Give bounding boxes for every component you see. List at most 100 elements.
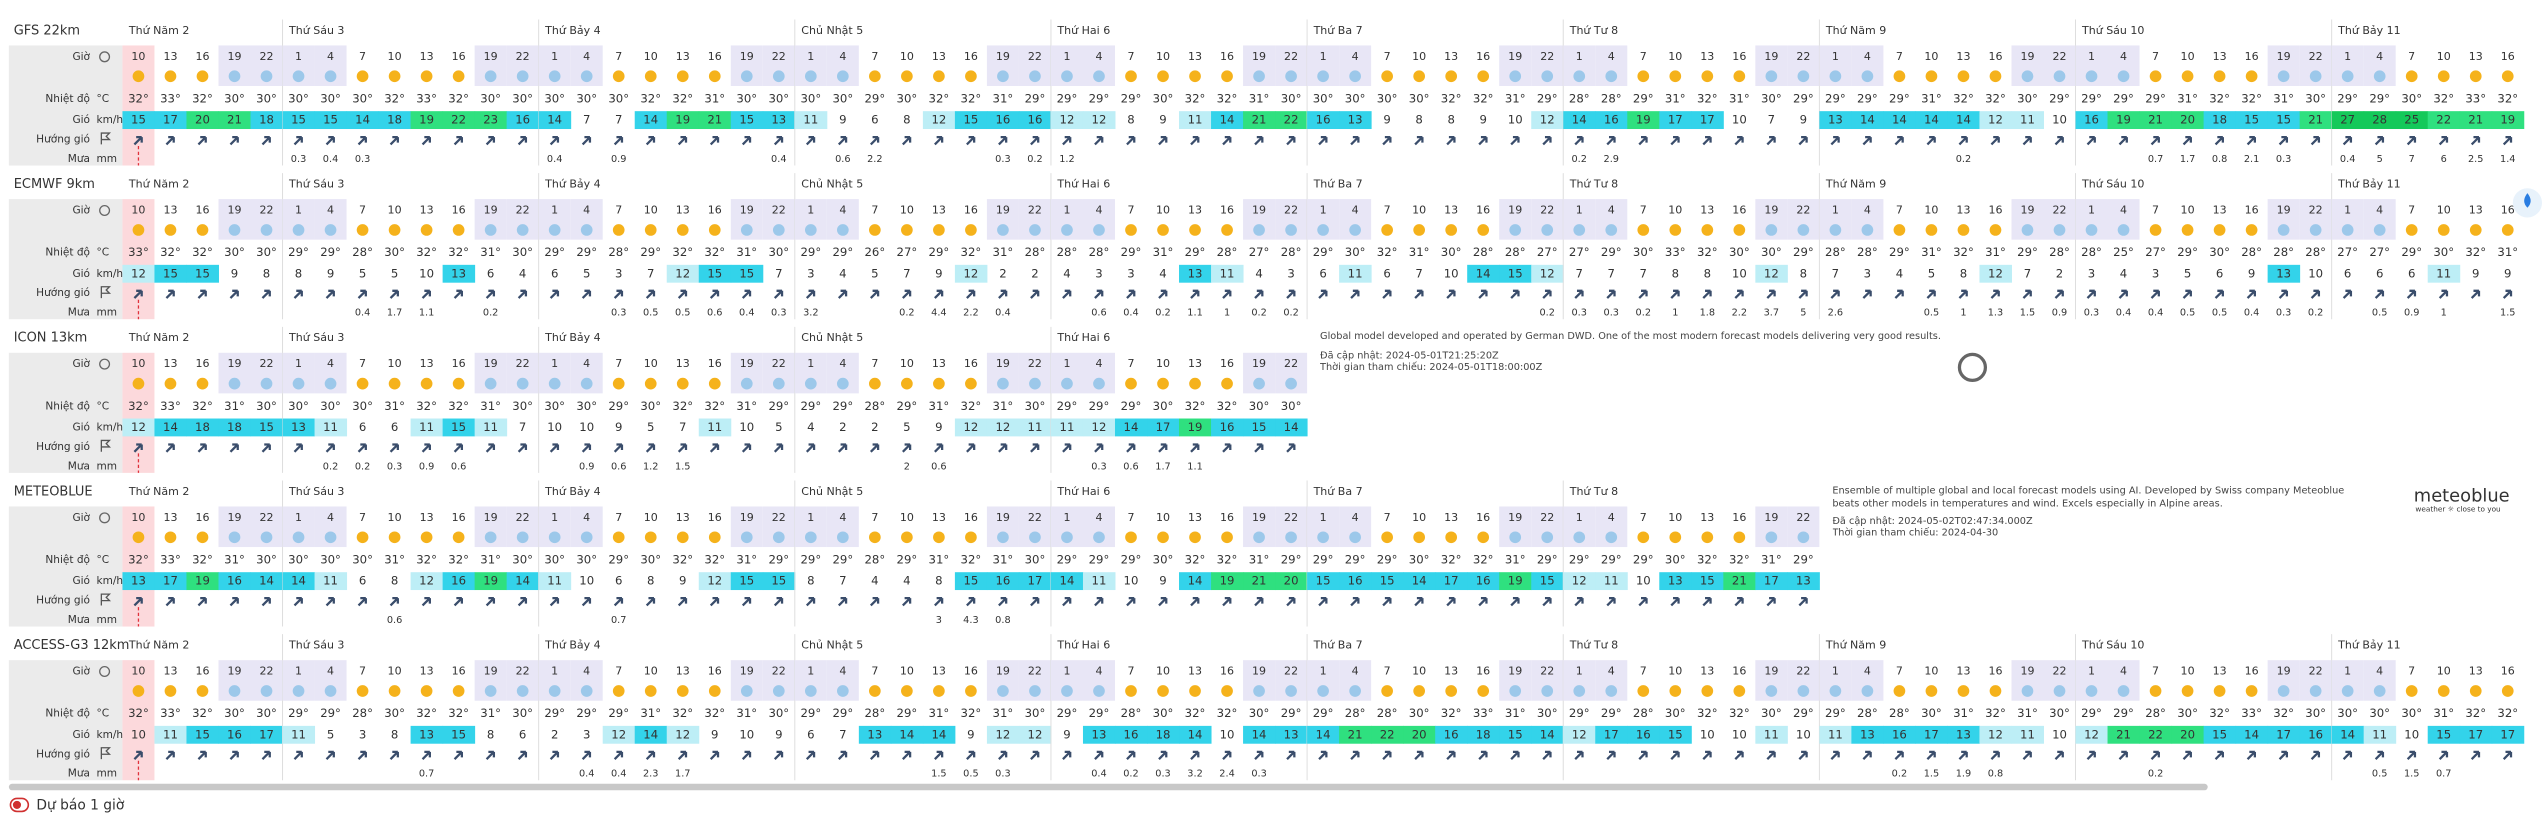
- wind-speed: 9: [327, 266, 334, 280]
- wind-speed: 13: [291, 420, 306, 434]
- temperature: 30°: [768, 706, 789, 720]
- wind-speed: 11: [1348, 266, 1363, 280]
- temperature: 33°: [160, 706, 181, 720]
- moon-icon: [260, 531, 273, 544]
- moon-icon: [1765, 685, 1778, 697]
- hour: 13: [1956, 50, 1970, 63]
- wind-cell: [954, 572, 988, 591]
- wind-arrow: [1382, 135, 1392, 146]
- hour: 22: [516, 665, 530, 678]
- wind-arrow: [2278, 135, 2289, 146]
- moon-icon: [1061, 685, 1073, 697]
- wind-cell: [154, 111, 187, 130]
- temperature: 32°: [1441, 553, 1462, 567]
- wind-arrow: [1670, 289, 1680, 299]
- wind-speed: 3: [359, 727, 366, 741]
- sun-icon: [2149, 224, 2162, 236]
- temperature: 30°: [256, 91, 277, 105]
- temperature: 28°: [1857, 245, 1878, 259]
- flag-icon: [100, 747, 112, 760]
- wind-speed: 12: [963, 266, 978, 280]
- wind-cell: [1179, 264, 1212, 283]
- moon-icon: [1829, 685, 1842, 697]
- wind-speed: 17: [163, 113, 178, 127]
- wind-speed: 8: [1127, 113, 1134, 127]
- sun-icon: [933, 377, 945, 390]
- moon-icon: [1509, 70, 1522, 83]
- wind-cell: [1851, 111, 1884, 130]
- wind-arrow: [229, 597, 239, 607]
- wind-arrow: [1158, 750, 1168, 760]
- wind-speed: 4: [1159, 266, 1166, 280]
- temperature: 27°: [2369, 245, 2390, 259]
- hour: 19: [1252, 203, 1266, 216]
- temperature: 30°: [2401, 706, 2422, 720]
- wind-speed: 11: [1028, 420, 1043, 434]
- temperature: 28°: [2049, 245, 2070, 259]
- hour: 13: [2469, 50, 2483, 63]
- wind-speed: 11: [1188, 113, 1203, 127]
- wind-arrow: [1126, 750, 1136, 760]
- wind-speed: 15: [1668, 727, 1683, 741]
- temperature: 28°: [1889, 706, 1910, 720]
- wind-arrow: [2054, 750, 2064, 760]
- moon-icon: [1285, 531, 1297, 544]
- hour: 22: [772, 203, 786, 216]
- moon-icon: [1861, 224, 1874, 236]
- rain: 2.2: [963, 308, 978, 319]
- wind-arrow: [1510, 750, 1520, 760]
- wind-arrow: [1158, 597, 1168, 607]
- hour: 19: [484, 357, 498, 370]
- wind-arrow: [1766, 135, 1776, 146]
- wind-cell: [1082, 111, 1116, 130]
- moon-icon: [2309, 685, 2322, 697]
- temperature: 28°: [865, 706, 886, 720]
- rain: 0.4: [355, 308, 370, 319]
- hour: 16: [1220, 665, 1234, 678]
- temperature: 31°: [993, 706, 1014, 720]
- info-text: Global model developed and operated by G…: [1320, 332, 1969, 375]
- wind-arrow: [1030, 443, 1040, 453]
- wind-arrow: [357, 135, 367, 146]
- wind-speed: 10: [1124, 574, 1139, 588]
- wind-speed: 10: [1732, 727, 1747, 741]
- wind-arrow: [741, 750, 752, 760]
- wind-arrow: [1446, 597, 1456, 607]
- wind-cell: [2107, 725, 2141, 744]
- wind-speed: 22: [2148, 727, 2163, 741]
- hour: 19: [227, 357, 241, 370]
- temperature: 29°: [832, 399, 853, 413]
- wind-speed: 17: [1156, 420, 1171, 434]
- hour: 19: [2277, 50, 2291, 63]
- rain: 3.2: [803, 308, 818, 319]
- temperature: 32°: [2209, 706, 2230, 720]
- hour: 13: [2469, 665, 2483, 678]
- wind-arrow: [1190, 750, 1200, 760]
- wind-cell: [2395, 111, 2429, 130]
- hour: 7: [1127, 665, 1134, 678]
- wind-arrow: [197, 597, 207, 607]
- wind-speed: 7: [903, 266, 910, 280]
- wind-cell: [2235, 725, 2269, 744]
- wind-arrow: [2086, 750, 2096, 760]
- row-unit: km/h: [96, 729, 123, 741]
- sun-icon: [1445, 70, 1458, 83]
- wind-speed: 10: [1700, 727, 1715, 741]
- wind-speed: 11: [1220, 266, 1235, 280]
- wind-arrow: [1574, 750, 1584, 760]
- sun-icon: [1701, 531, 1714, 544]
- sun-icon: [356, 70, 369, 83]
- wind-arrow: [1318, 289, 1328, 299]
- clock-icon: [99, 204, 111, 216]
- moon-icon: [580, 531, 593, 544]
- wind-cell: [1499, 264, 1532, 283]
- temperature: 29°: [2177, 245, 2198, 259]
- clock-icon: [99, 665, 111, 678]
- moon-icon: [1605, 685, 1618, 697]
- wind-arrow: [1862, 289, 1872, 299]
- wind-arrow: [1638, 597, 1648, 607]
- hour: 22: [772, 50, 786, 63]
- toggle[interactable]: [9, 797, 30, 813]
- temperature: 31°: [1505, 553, 1526, 567]
- hour: 13: [932, 357, 946, 370]
